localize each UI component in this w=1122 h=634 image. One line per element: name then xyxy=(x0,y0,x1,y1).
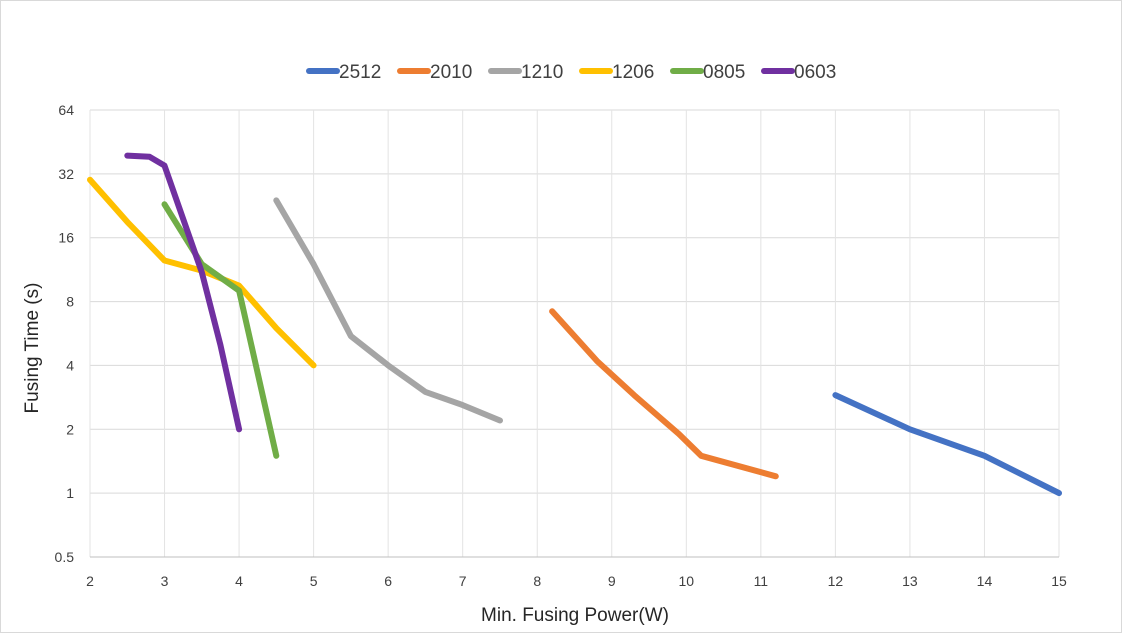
series-line-2512 xyxy=(832,392,1062,497)
y-axis-title: Fusing Time (s) xyxy=(22,283,43,414)
legend-label-2512: 2512 xyxy=(339,62,381,83)
x-tick-label: 5 xyxy=(310,573,318,589)
legend-label-2010: 2010 xyxy=(430,62,472,83)
y-tick-label: 2 xyxy=(66,421,74,437)
x-tick-label: 10 xyxy=(679,573,695,589)
legend-label-0805: 0805 xyxy=(703,62,745,83)
x-tick-label: 3 xyxy=(161,573,169,589)
series-lines xyxy=(87,152,1062,497)
x-tick-label: 6 xyxy=(384,573,392,589)
legend-label-1206: 1206 xyxy=(612,62,654,83)
legend-label-1210: 1210 xyxy=(521,62,563,83)
series-line-0805 xyxy=(161,201,280,459)
series-line-1210 xyxy=(273,197,503,424)
y-tick-label: 1 xyxy=(66,485,74,501)
x-axis-title: Min. Fusing Power(W) xyxy=(481,605,669,626)
y-tick-label: 0.5 xyxy=(55,549,75,565)
x-tick-label: 13 xyxy=(902,573,918,589)
x-tick-label: 4 xyxy=(235,573,243,589)
legend-label-0603: 0603 xyxy=(794,62,836,83)
y-tick-label: 32 xyxy=(58,166,74,182)
x-tick-label: 9 xyxy=(608,573,616,589)
y-tick-label: 4 xyxy=(66,357,74,373)
series-line-2010 xyxy=(549,308,779,480)
y-tick-label: 8 xyxy=(66,294,74,310)
series-line-0603 xyxy=(124,152,243,433)
gridlines xyxy=(89,109,1060,558)
legend: 2512 2010 1210 1206 0805 0603 xyxy=(306,62,836,83)
x-tick-label: 14 xyxy=(977,573,993,589)
y-tick-label: 64 xyxy=(58,102,74,118)
x-tick-label: 12 xyxy=(828,573,844,589)
x-tick-label: 15 xyxy=(1051,573,1067,589)
y-tick-label: 16 xyxy=(58,230,74,246)
x-tick-label: 11 xyxy=(754,573,769,589)
x-tick-label: 2 xyxy=(86,573,94,589)
x-tick-label: 7 xyxy=(459,573,467,589)
x-tick-label: 8 xyxy=(533,573,541,589)
